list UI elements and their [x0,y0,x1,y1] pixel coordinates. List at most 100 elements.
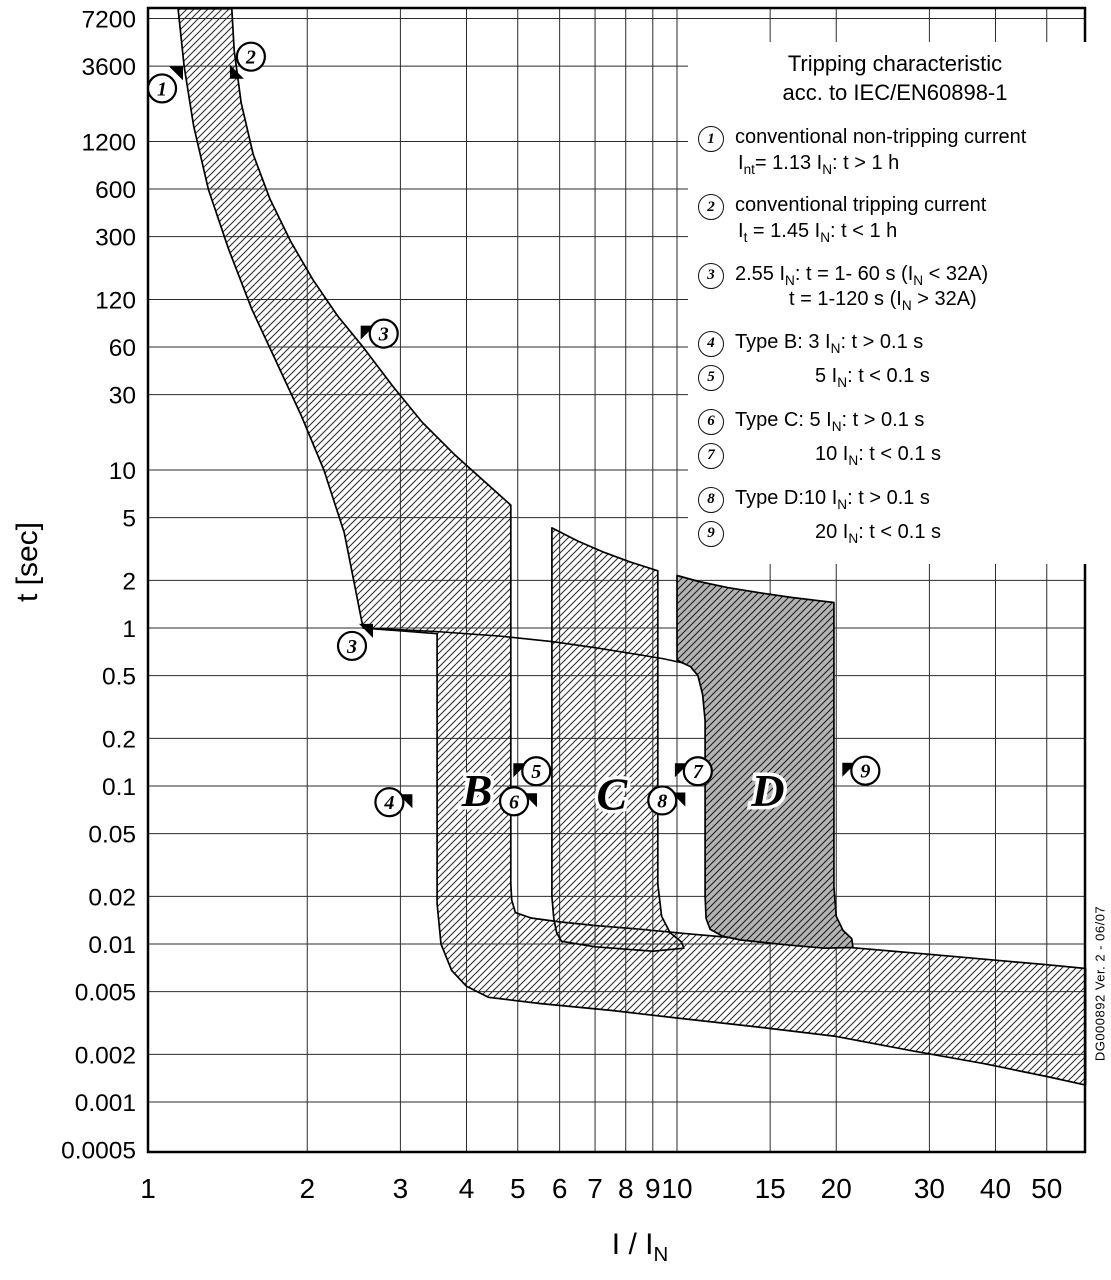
y-tick-label: 0.5 [102,664,136,691]
legend-item-number: 8 [698,486,724,513]
legend-title-line1: Tripping characteristic [787,51,1003,76]
x-tick-label: 9 [645,1173,661,1204]
y-tick-label: 60 [109,335,136,362]
type-D-magnetic-band [676,574,854,950]
annotation-number: 6 [509,791,519,813]
legend: Tripping characteristic acc. to IEC/EN60… [688,42,1092,564]
legend-title-line2: acc. to IEC/EN60898-1 [782,79,1008,105]
tick-labels: 7200 3600 1200 600 300 1 20 60 30 10 5 2 1 0.5 0.2 0.1 0… [61,7,1062,1204]
y-tick-label: 10 [109,458,136,485]
annotation-number: 9 [860,761,870,783]
annotations: 1 2 3 3 4 5 6 7 8 9 B C D [146,41,881,823]
legend-item-text: conventional tripping current It = 1.45 I… [735,194,987,245]
legend-item: 4 Type B: 3 IN: t > 0.1 s [698,330,1092,357]
y-tick-label: 0.0005 [61,1138,136,1165]
y-tick-label: 1200 [81,129,136,156]
legend-item: 7 10 IN: t < 0.1 s [698,442,1092,469]
annotation-number: 4 [383,792,394,814]
legend-item-number: 9 [698,520,724,547]
legend-item: 3 2.55 IN: t = 1- 60 s (IN < 32A) t = 1-12… [698,262,1092,313]
annotation-number: 8 [657,790,667,812]
annotation-number: 7 [693,761,704,783]
annotation-flag [359,623,373,638]
annotation-circle [368,318,399,349]
legend-item-text: 20 IN: t < 0.1 s [815,520,942,546]
x-axis-label: I / IN [611,1228,669,1266]
plot-border [146,6,1087,1154]
annotation-circle [146,73,178,104]
x-tick-label: 8 [618,1173,634,1204]
x-tick-label: 50 [1031,1173,1062,1204]
legend-item-text: Type C: 5 IN: t > 0.1 s [735,408,925,434]
y-tick-label: 1 [122,616,136,643]
legend-item-number: 5 [698,364,724,391]
annotation-number: 2 [245,47,256,69]
annotation-flag [169,66,183,81]
legend-item: 8 Type D:10 IN: t > 0.1 s [698,486,1092,513]
x-tick-label: 30 [914,1173,945,1204]
annotation-circle [498,786,530,817]
y-tick-label: 0.001 [75,1090,136,1117]
y-tick-label: 0.05 [88,822,136,849]
y-tick-label: 0.2 [102,726,136,753]
legend-item-number: 4 [698,330,724,357]
annotation-flag [229,64,244,79]
y-tick-label: 0.005 [75,980,136,1007]
region-label-D: D [750,765,784,816]
thermal-band-with-type-B-magnetic-and-bottom-band [177,7,1087,1086]
x-tick-label: 3 [393,1173,409,1204]
tripping-bands [177,7,1087,1086]
legend-item-text: 10 IN: t < 0.1 s [815,442,942,468]
legend-item-number: 7 [698,442,724,469]
annotation-number: 3 [378,324,389,346]
y-tick-label: 2 [122,568,136,595]
y-tick-label: 30 [109,383,136,410]
annotation-circle [374,787,405,818]
legend-item: 6 Type C: 5 IN: t > 0.1 s [698,408,1092,435]
y-tick-label: 7200 [81,7,136,34]
annotation-circle [235,41,266,72]
type-C-magnetic-band [551,527,685,953]
y-tick-label: 0.002 [75,1042,136,1069]
legend-item-number: 6 [698,408,724,435]
annotation-circle [647,785,678,816]
legend-item-number: 1 [698,126,724,153]
y-tick-label: 0.02 [88,884,136,911]
x-tick-label: 40 [980,1173,1011,1204]
region-label-C: C [596,769,628,820]
x-tick-label: 2 [299,1173,315,1204]
annotation-number: 3 [346,636,357,658]
x-tick-label: 6 [552,1173,568,1204]
legend-item-text: Type D:10 IN: t > 0.1 s [735,486,930,512]
legend-item-text: 2.55 IN: t = 1- 60 s (IN < 32A) t = 1-120… [735,262,989,314]
annotation-circle [682,756,713,787]
x-tick-label: 15 [755,1173,786,1204]
x-tick-label: 10 [661,1173,692,1204]
legend-item-text: conventional non-tripping current Int= 1.… [735,126,1027,177]
x-tick-label: 4 [459,1173,475,1204]
legend-item-text: 5 IN: t < 0.1 s [815,364,930,390]
annotation-circle [850,755,881,786]
region-label-B: B [461,765,493,816]
y-tick-label: 3600 [81,54,136,81]
y-tick-label: 300 [95,225,136,252]
y-tick-label: 5 [122,506,136,533]
annotation-circle [521,756,552,787]
y-tick-label: 0.01 [88,932,136,959]
annotation-circle [336,630,368,662]
x-tick-label: 20 [821,1173,852,1204]
lower-thermal-continuation [363,627,684,664]
legend-item-number: 3 [698,262,724,289]
annotation-number: 1 [157,78,167,100]
legend-item: 1 conventional non-tripping current Int= 1… [698,125,1092,176]
y-axis-label: t [sec] [11,521,44,603]
legend-items: 1 conventional non-tripping current Int= 1… [698,125,1092,547]
legend-item-number: 2 [698,194,724,221]
y-tick-label: 600 [95,177,136,204]
legend-item: 2 conventional tripping current It = 1.45 … [698,193,1092,244]
document-number: DG000892 Ver. 2 - 06/07 [1092,905,1108,1062]
y-tick-label: 0.1 [102,774,136,801]
x-tick-label: 5 [510,1173,526,1204]
legend-item: 5 5 IN: t < 0.1 s [698,364,1092,391]
